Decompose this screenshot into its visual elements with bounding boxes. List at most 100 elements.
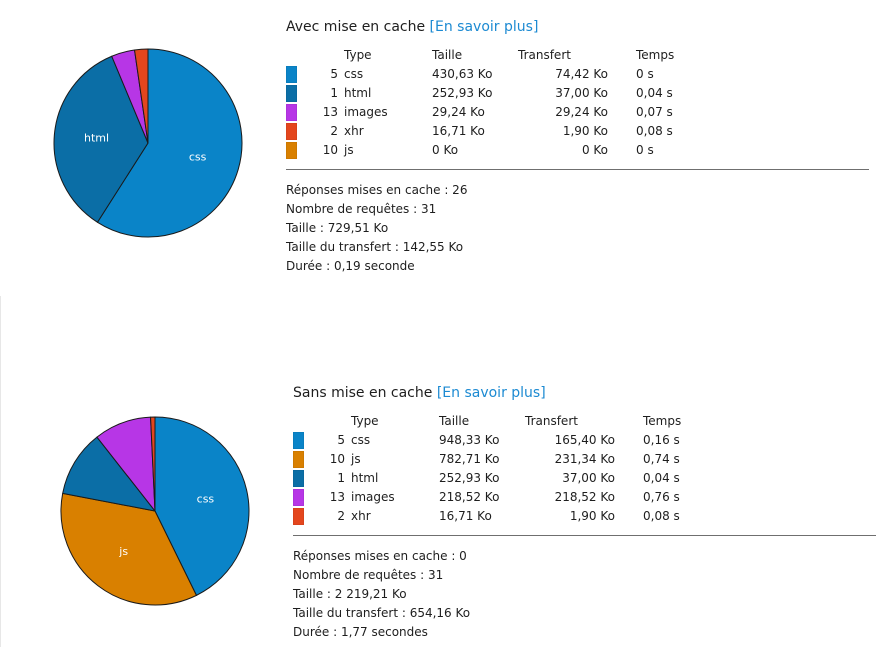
table-row: 13 images 218,52 Ko 218,52 Ko 0,76 s [293, 488, 876, 507]
pie-slice-css[interactable] [154, 416, 250, 596]
uncached-title: Sans mise en cache [En savoir plus] [293, 384, 876, 402]
row-transfer: 165,40 Ko [554, 433, 615, 447]
row-size: 948,33 Ko [439, 433, 500, 447]
cached-type-table: Type Taille Transfert Temps 5 css 430,63… [286, 46, 869, 160]
header-swatch [286, 46, 297, 65]
row-type: xhr [344, 124, 364, 138]
legend-swatch [286, 66, 297, 83]
cached-info: Avec mise en cache [En savoir plus] Type… [286, 18, 869, 276]
table-row: 10 js 0 Ko 0 Ko 0 s [286, 141, 869, 160]
uncached-size-pie-chart: css js [60, 416, 250, 606]
cached-summary-size: Taille : 729,51 Ko [286, 221, 389, 235]
cached-heading: Avec mise en cache [286, 19, 426, 35]
cached-summary-duration: Durée : 0,19 seconde [286, 259, 415, 273]
legend-swatch [286, 123, 297, 140]
row-type: js [344, 143, 354, 157]
row-transfer: 218,52 Ko [554, 490, 615, 504]
row-type: images [351, 490, 395, 504]
pie-slice-css[interactable] [96, 48, 243, 238]
uncached-type-table: Type Taille Transfert Temps 5 css 948,33… [293, 412, 876, 526]
row-size: 29,24 Ko [432, 105, 485, 119]
cached-separator [286, 169, 869, 170]
header-transfer: Transfert [525, 414, 578, 428]
cached-learn-more-link[interactable]: [En savoir plus] [429, 19, 539, 35]
table-row: 2 xhr 16,71 Ko 1,90 Ko 0,08 s [286, 122, 869, 141]
uncached-summary-duration: Durée : 1,77 secondes [293, 625, 428, 639]
uncached-separator [293, 535, 876, 536]
row-time: 0 s [636, 143, 654, 157]
table-row: 13 images 29,24 Ko 29,24 Ko 0,07 s [286, 103, 869, 122]
header-time: Temps [643, 414, 682, 428]
table-header-row: Type Taille Transfert Temps [293, 412, 876, 431]
pie-slice-xhr[interactable] [150, 416, 156, 512]
row-count: 5 [330, 67, 338, 81]
header-type: Type [351, 414, 379, 428]
header-size: Taille [439, 414, 470, 428]
pie-slice-xhr[interactable] [134, 48, 149, 144]
row-size: 16,71 Ko [439, 509, 492, 523]
header-transfer: Transfert [518, 48, 571, 62]
header-size: Taille [432, 48, 463, 62]
row-count: 5 [337, 433, 345, 447]
row-size: 782,71 Ko [439, 452, 500, 466]
uncached-learn-more-link[interactable]: [En savoir plus] [436, 385, 546, 401]
row-transfer: 74,42 Ko [555, 67, 608, 81]
row-size: 252,93 Ko [439, 471, 500, 485]
row-type: images [344, 105, 388, 119]
row-count: 1 [330, 86, 338, 100]
row-type: html [351, 471, 379, 485]
row-count: 2 [337, 509, 345, 523]
pie-slice-html[interactable] [53, 55, 149, 223]
pie-label-css: css [197, 492, 215, 505]
header-swatch [293, 412, 304, 431]
cached-summary-transfer-size: Taille du transfert : 142,55 Ko [286, 240, 464, 254]
table-row: 2 xhr 16,71 Ko 1,90 Ko 0,08 s [293, 507, 876, 526]
legend-swatch [286, 142, 297, 159]
row-size: 16,71 Ko [432, 124, 485, 138]
legend-swatch [293, 451, 304, 468]
row-count: 13 [322, 105, 338, 119]
header-count [304, 412, 351, 431]
pie-slice-js[interactable] [60, 492, 197, 606]
row-type: xhr [351, 509, 371, 523]
uncached-summary: Réponses mises en cache : 0 Nombre de re… [293, 547, 876, 642]
row-time: 0,76 s [643, 490, 680, 504]
row-time: 0 s [636, 67, 654, 81]
header-type: Type [344, 48, 372, 62]
pie-slice-html[interactable] [62, 436, 156, 512]
header-time: Temps [636, 48, 675, 62]
row-count: 10 [329, 452, 345, 466]
table-row: 5 css 430,63 Ko 74,42 Ko 0 s [286, 65, 869, 84]
row-transfer: 1,90 Ko [562, 124, 608, 138]
row-type: css [344, 67, 364, 81]
table-row: 1 html 252,93 Ko 37,00 Ko 0,04 s [286, 84, 869, 103]
cached-summary-cached-responses: Réponses mises en cache : 26 [286, 183, 468, 197]
cached-summary-request-count: Nombre de requêtes : 31 [286, 202, 437, 216]
row-count: 1 [337, 471, 345, 485]
row-transfer: 29,24 Ko [555, 105, 608, 119]
row-count: 10 [322, 143, 338, 157]
row-size: 0 Ko [432, 143, 459, 157]
row-time: 0,08 s [636, 124, 673, 138]
row-transfer: 0 Ko [581, 143, 608, 157]
legend-swatch [286, 104, 297, 121]
cached-summary: Réponses mises en cache : 26 Nombre de r… [286, 181, 869, 276]
table-row: 5 css 948,33 Ko 165,40 Ko 0,16 s [293, 431, 876, 450]
uncached-heading: Sans mise en cache [293, 385, 433, 401]
uncached-results-panel: css js Sans mise en cache [En savoir plus… [0, 366, 888, 646]
uncached-summary-transfer-size: Taille du transfert : 654,16 Ko [293, 606, 471, 620]
uncached-summary-request-count: Nombre de requêtes : 31 [293, 568, 444, 582]
row-type: css [351, 433, 371, 447]
uncached-info: Sans mise en cache [En savoir plus] Type… [293, 384, 876, 642]
left-divider [0, 296, 1, 647]
legend-swatch [293, 432, 304, 449]
legend-swatch [286, 85, 297, 102]
row-size: 430,63 Ko [432, 67, 493, 81]
pie-label-css: css [189, 151, 207, 164]
row-time: 0,08 s [643, 509, 680, 523]
row-count: 2 [330, 124, 338, 138]
table-row: 1 html 252,93 Ko 37,00 Ko 0,04 s [293, 469, 876, 488]
row-transfer: 37,00 Ko [555, 86, 608, 100]
row-transfer: 231,34 Ko [554, 452, 615, 466]
header-count [297, 46, 344, 65]
